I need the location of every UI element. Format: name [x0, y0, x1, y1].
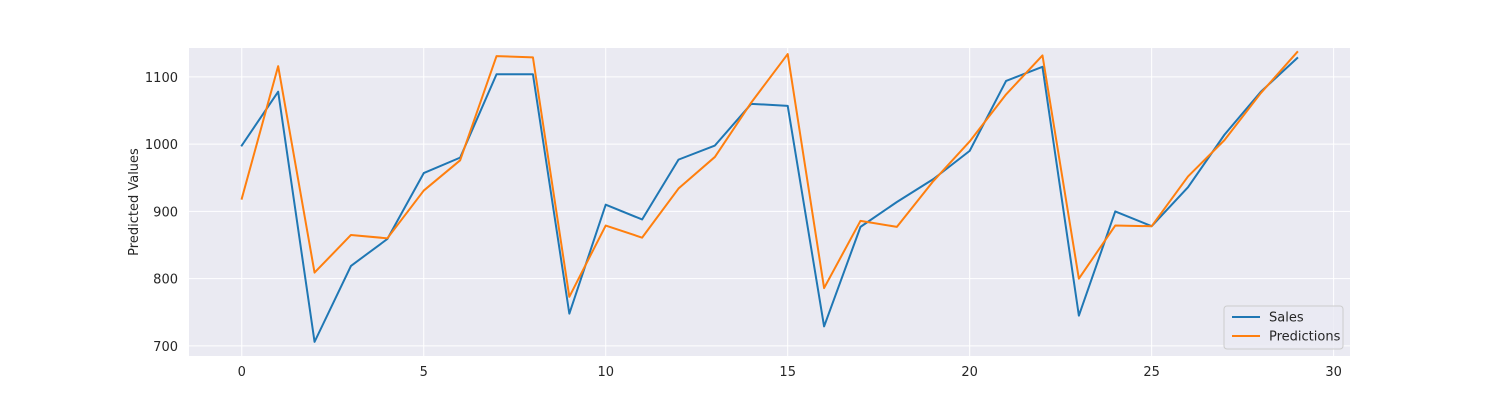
- grid-lines: [189, 48, 1350, 356]
- legend-label-sales: Sales: [1269, 311, 1304, 326]
- x-tick-label: 10: [597, 365, 614, 380]
- x-tick-label: 0: [238, 365, 246, 380]
- x-tick-label: 25: [1143, 365, 1160, 380]
- legend-label-predictions: Predictions: [1269, 330, 1341, 345]
- x-tick-label: 20: [961, 365, 978, 380]
- y-tick-label: 800: [153, 273, 178, 288]
- series-layer: [240, 50, 1299, 343]
- x-tick-label: 15: [779, 365, 796, 380]
- y-tick-label: 1100: [145, 71, 178, 86]
- series-line-predictions: [240, 50, 1299, 298]
- x-tick-label: 5: [420, 365, 428, 380]
- y-tick-label: 900: [153, 205, 178, 220]
- tick-labels: 0 5 10 15 20 25 30 700 800 900 1000 1100: [145, 71, 1342, 380]
- plot-background: [189, 48, 1350, 356]
- series-line-sales: [240, 56, 1299, 343]
- x-tick-label: 30: [1325, 365, 1342, 380]
- legend: Sales Predictions: [1223, 305, 1344, 350]
- y-tick-label: 700: [153, 340, 178, 355]
- y-tick-label: 1000: [145, 138, 178, 153]
- y-axis-label: Predicted Values: [127, 148, 142, 256]
